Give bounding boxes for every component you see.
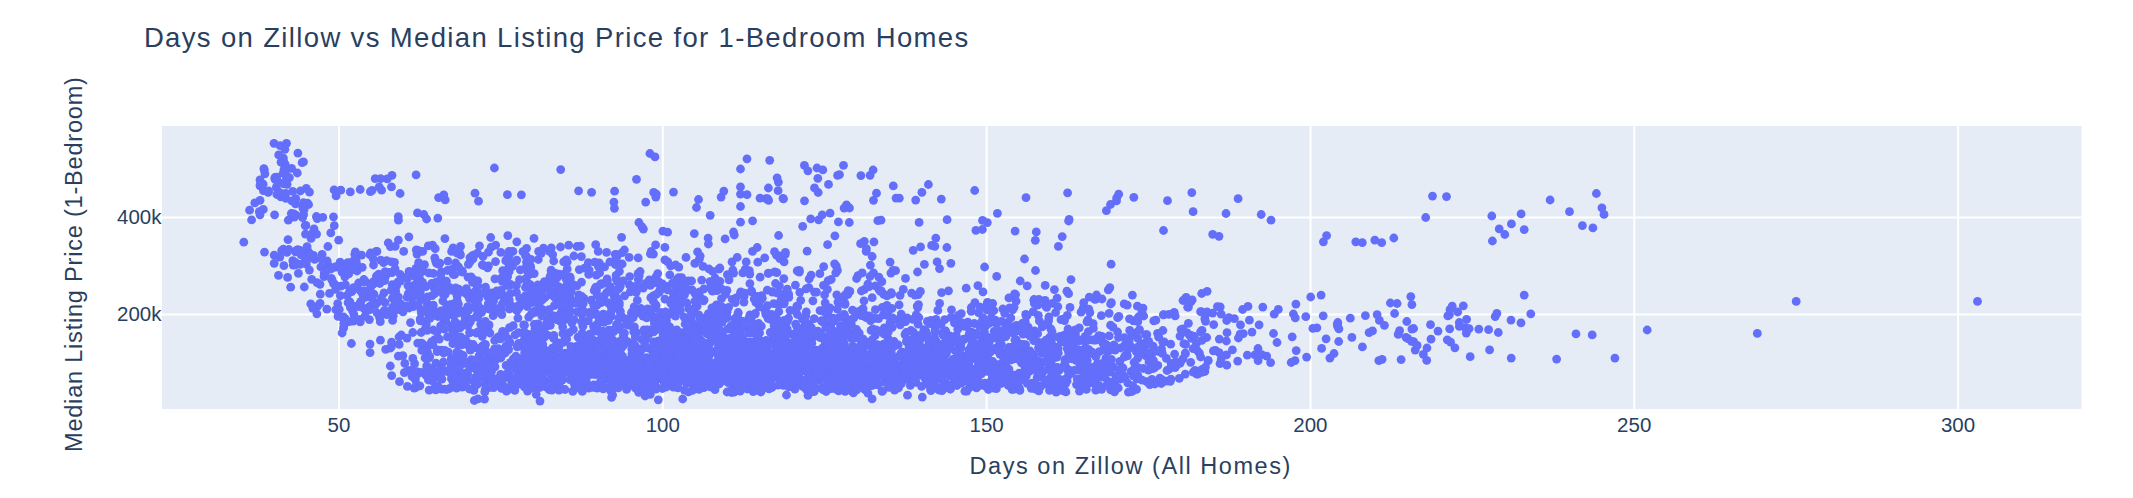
svg-text:200: 200 <box>1293 413 1327 436</box>
svg-text:100: 100 <box>646 413 680 436</box>
svg-text:150: 150 <box>969 413 1003 436</box>
svg-text:Days on Zillow vs Median Listi: Days on Zillow vs Median Listing Price f… <box>144 22 970 53</box>
svg-text:Days on Zillow (All Homes): Days on Zillow (All Homes) <box>970 453 1292 479</box>
svg-text:250: 250 <box>1617 413 1651 436</box>
svg-text:Median Listing Price (1-Bedroo: Median Listing Price (1-Bedroom) <box>61 76 87 452</box>
svg-text:300: 300 <box>1941 413 1975 436</box>
svg-text:200k: 200k <box>117 302 162 325</box>
svg-text:50: 50 <box>328 413 351 436</box>
svg-text:400k: 400k <box>117 205 162 228</box>
